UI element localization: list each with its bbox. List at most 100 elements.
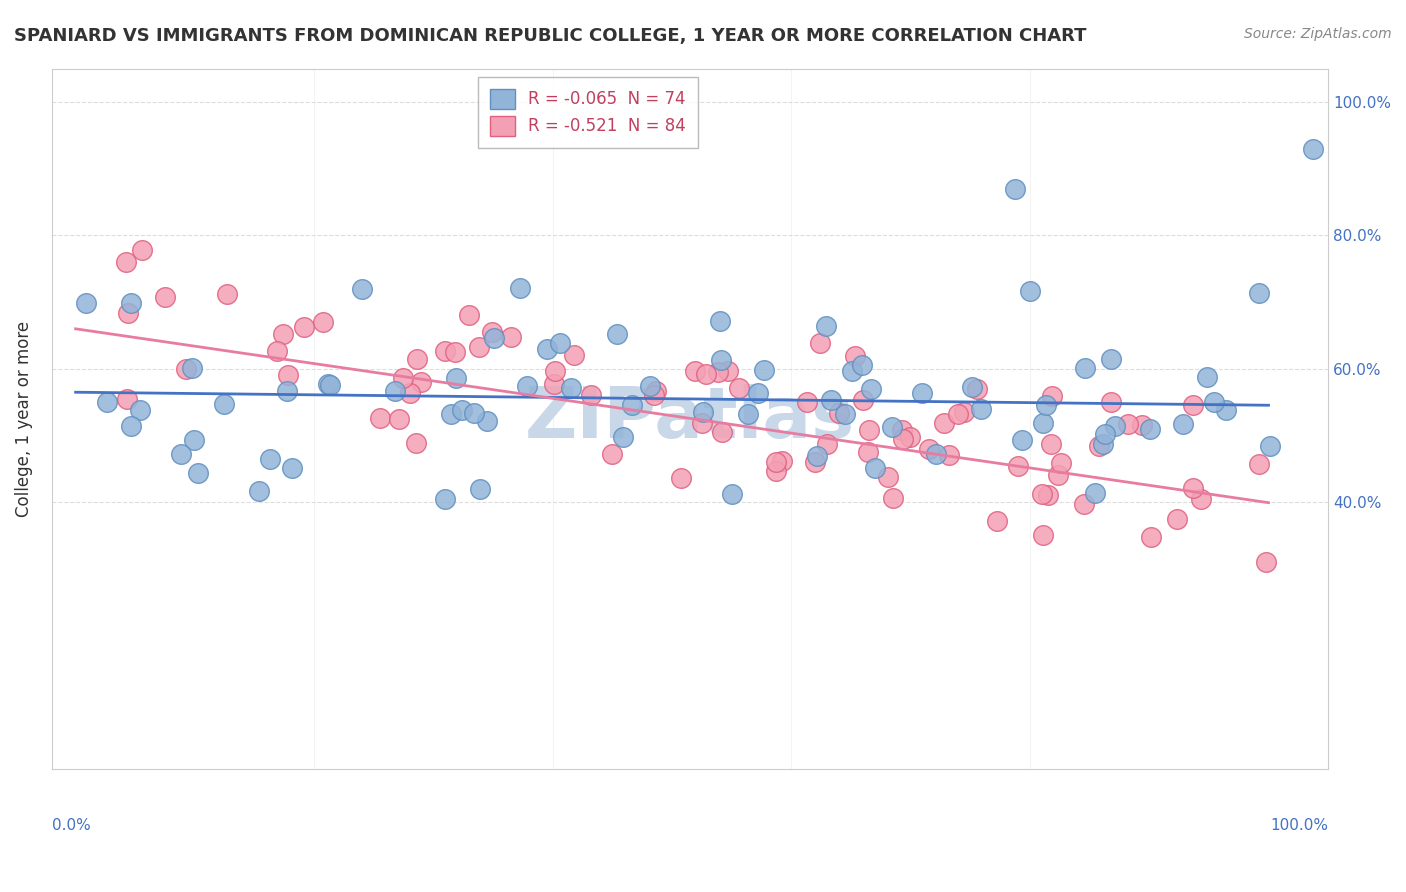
Immigrants from Dominican Republic [858,423,880,437]
Immigrants from Dominican Republic [409,375,432,389]
Spaniards [463,406,485,420]
Immigrants from Dominican Republic [1189,491,1212,506]
Spaniards [911,386,934,401]
Text: 0.0%: 0.0% [52,818,90,833]
Spaniards [276,384,298,399]
Immigrants from Dominican Republic [1247,457,1270,471]
Spaniards [1104,418,1126,433]
Immigrants from Dominican Republic [932,416,955,430]
Spaniards [96,394,118,409]
Immigrants from Dominican Republic [828,406,851,420]
Immigrants from Dominican Republic [405,351,427,366]
Spaniards [820,392,842,407]
Immigrants from Dominican Republic [1040,389,1063,403]
Immigrants from Dominican Republic [443,344,465,359]
Immigrants from Dominican Republic [645,384,668,399]
Immigrants from Dominican Republic [893,432,915,446]
Immigrants from Dominican Republic [717,364,740,378]
Immigrants from Dominican Republic [1040,437,1063,451]
Spaniards [612,430,634,444]
Immigrants from Dominican Republic [946,407,969,421]
Immigrants from Dominican Republic [1254,555,1277,569]
Immigrants from Dominican Republic [710,425,733,439]
Spaniards [815,319,838,334]
Spaniards [1018,284,1040,298]
Immigrants from Dominican Republic [882,491,904,505]
Spaniards [1091,436,1114,450]
Immigrants from Dominican Republic [986,514,1008,528]
Spaniards [1247,286,1270,301]
Immigrants from Dominican Republic [695,367,717,381]
Spaniards [709,314,731,328]
Spaniards [962,380,984,394]
Spaniards [120,419,142,434]
Spaniards [446,371,468,385]
Immigrants from Dominican Republic [690,416,713,430]
Text: Source: ZipAtlas.com: Source: ZipAtlas.com [1244,27,1392,41]
Immigrants from Dominican Republic [434,344,457,359]
Immigrants from Dominican Republic [117,392,139,406]
Spaniards [1139,422,1161,436]
Spaniards [1035,398,1057,412]
Spaniards [318,376,340,391]
Spaniards [640,378,662,392]
Spaniards [247,483,270,498]
Spaniards [170,447,193,461]
Immigrants from Dominican Republic [1181,481,1204,495]
Immigrants from Dominican Republic [1073,497,1095,511]
Immigrants from Dominican Republic [1032,528,1054,542]
Immigrants from Dominican Republic [392,371,415,385]
Immigrants from Dominican Republic [1007,459,1029,474]
Spaniards [439,407,461,421]
Immigrants from Dominican Republic [938,448,960,462]
Immigrants from Dominican Republic [1050,457,1073,471]
Immigrants from Dominican Republic [543,376,565,391]
Spaniards [621,398,644,412]
Spaniards [710,352,733,367]
Immigrants from Dominican Republic [669,471,692,485]
Immigrants from Dominican Republic [312,314,335,328]
Immigrants from Dominican Republic [115,255,138,269]
Spaniards [970,401,993,416]
Immigrants from Dominican Republic [1181,398,1204,412]
Immigrants from Dominican Republic [707,365,730,379]
Spaniards [350,282,373,296]
Immigrants from Dominican Republic [815,437,838,451]
Immigrants from Dominican Republic [562,348,585,362]
Immigrants from Dominican Republic [1031,487,1053,501]
Spaniards [1004,181,1026,195]
Immigrants from Dominican Republic [176,361,198,376]
Spaniards [851,358,873,372]
Immigrants from Dominican Republic [685,364,707,378]
Immigrants from Dominican Republic [876,470,898,484]
Immigrants from Dominican Republic [131,244,153,258]
Spaniards [212,397,235,411]
Spaniards [1032,416,1054,430]
Immigrants from Dominican Republic [467,340,489,354]
Immigrants from Dominican Republic [117,306,139,320]
Spaniards [806,450,828,464]
Immigrants from Dominican Republic [953,405,976,419]
Immigrants from Dominican Republic [1166,512,1188,526]
Immigrants from Dominican Republic [1036,488,1059,502]
Spaniards [187,466,209,480]
Spaniards [834,408,856,422]
Spaniards [451,403,474,417]
Spaniards [747,385,769,400]
Spaniards [468,482,491,496]
Immigrants from Dominican Republic [1087,439,1109,453]
Spaniards [120,296,142,310]
Text: 100.0%: 100.0% [1270,818,1329,833]
Spaniards [737,407,759,421]
Immigrants from Dominican Republic [405,435,427,450]
Spaniards [860,382,883,396]
Immigrants from Dominican Republic [277,368,299,382]
Spaniards [692,405,714,419]
Spaniards [1215,403,1237,417]
Spaniards [384,384,406,399]
Immigrants from Dominican Republic [765,455,787,469]
Spaniards [318,377,340,392]
Immigrants from Dominican Republic [890,423,912,437]
Legend: R = -0.065  N = 74, R = -0.521  N = 84: R = -0.065 N = 74, R = -0.521 N = 84 [478,77,697,147]
Immigrants from Dominican Republic [765,464,787,478]
